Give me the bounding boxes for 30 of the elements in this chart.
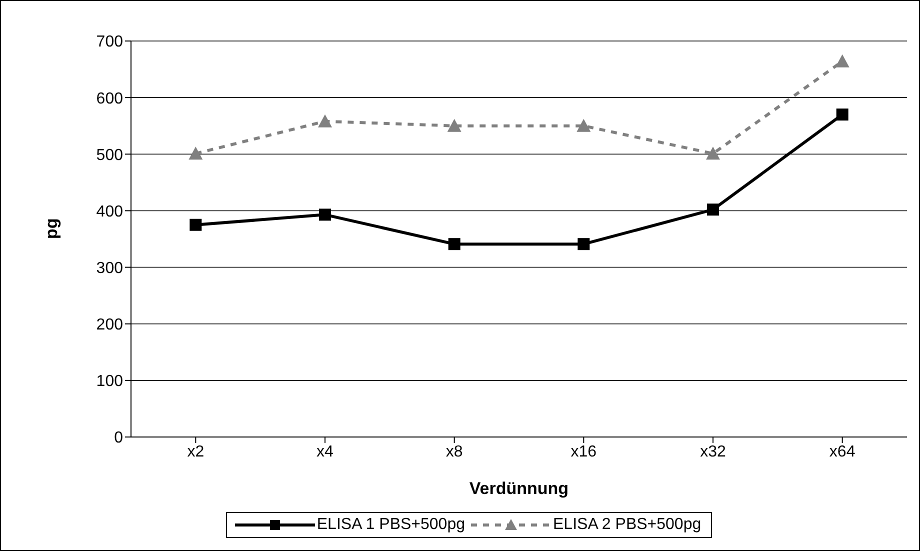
legend-label: ELISA 2 PBS+500pg <box>553 516 702 534</box>
point <box>448 238 460 250</box>
y-tick-label: 600 <box>96 90 124 108</box>
y-tick-label: 100 <box>96 373 124 390</box>
y-tick-label: 400 <box>96 203 124 220</box>
y-tick-label: 0 <box>114 430 124 447</box>
point <box>836 108 848 121</box>
y-tick-label: 200 <box>96 316 124 334</box>
x-tick-label: x4 <box>316 443 334 460</box>
x-tick-label: x2 <box>187 443 204 460</box>
y-tick-label: 500 <box>96 146 124 164</box>
point <box>319 208 331 221</box>
x-tick-label: x64 <box>829 443 856 460</box>
x-tick-label: x8 <box>446 443 463 460</box>
y-tick-label: 700 <box>96 34 124 51</box>
point <box>190 218 202 231</box>
point <box>447 118 462 132</box>
point <box>188 146 203 160</box>
x-tick-label: x32 <box>700 443 726 460</box>
point <box>578 238 590 250</box>
legend-label: ELISA 1 PBS+500pg <box>316 516 465 534</box>
point <box>707 204 719 216</box>
y-tick-label: 300 <box>96 260 124 277</box>
x-axis-title: Verdünnung <box>469 479 569 498</box>
x-tick-label: x16 <box>570 443 597 460</box>
y-axis-title: pg <box>42 218 62 239</box>
point <box>706 146 720 160</box>
point <box>576 118 591 132</box>
point <box>835 54 850 68</box>
point <box>318 114 332 128</box>
